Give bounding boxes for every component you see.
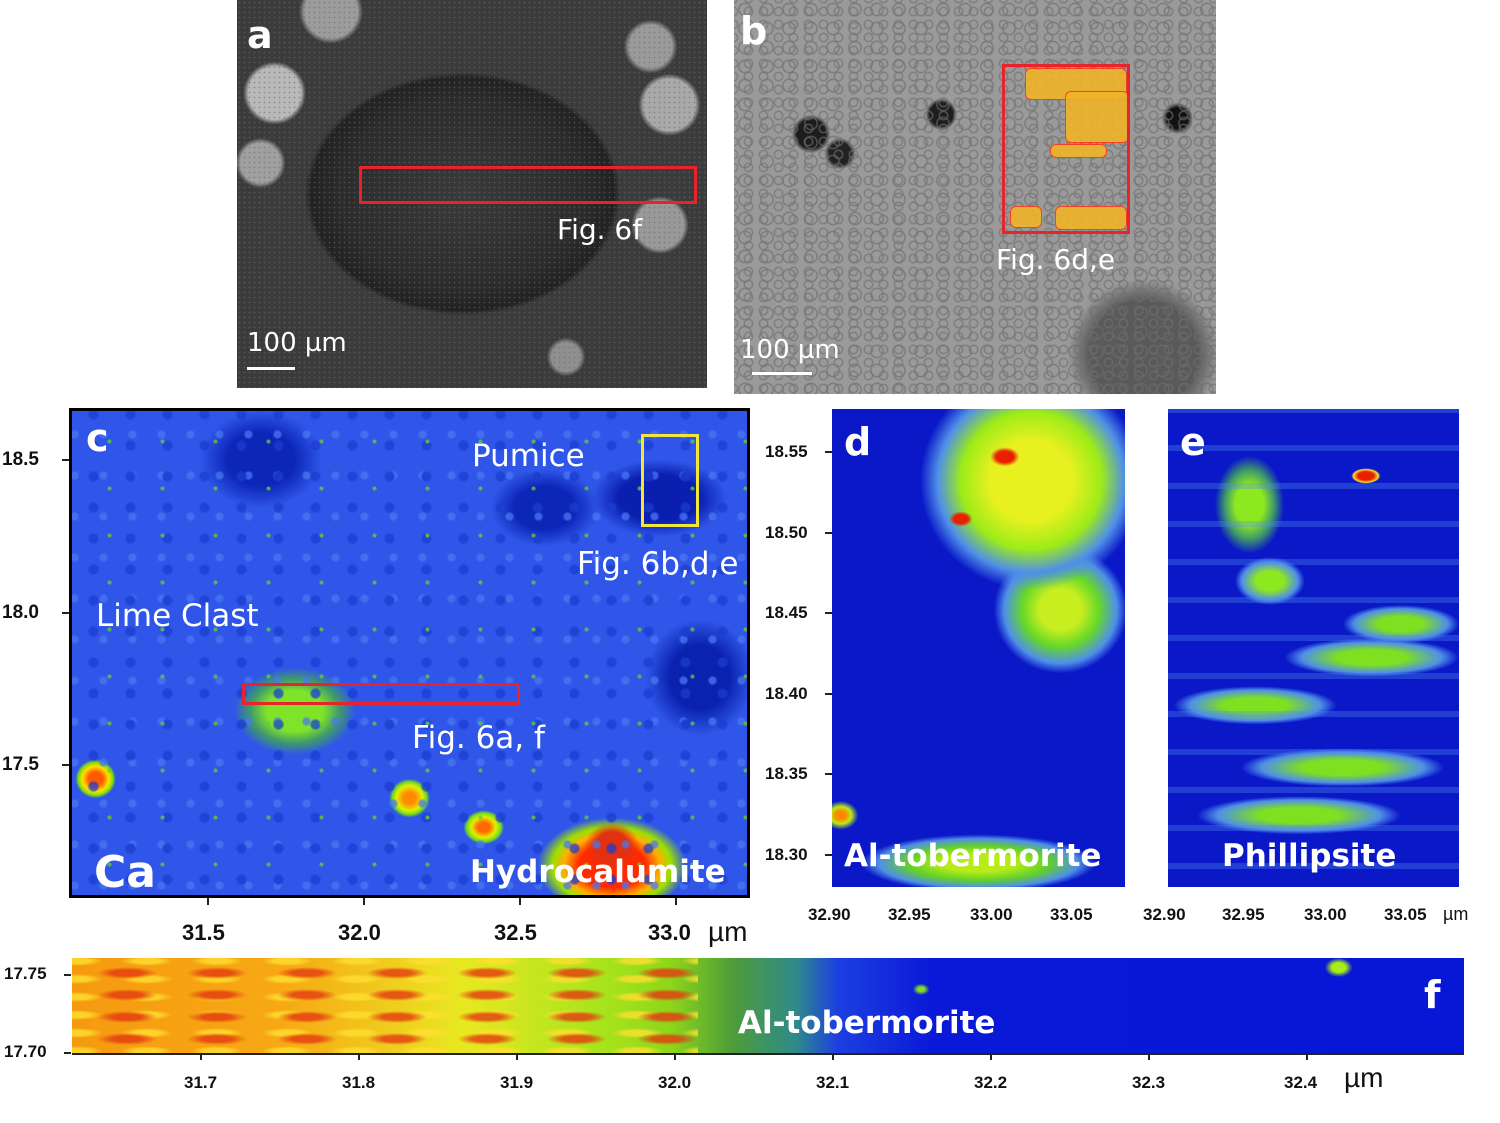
- panel-letter-f: f: [1424, 973, 1441, 1017]
- annotation-fig6de: Fig. 6d,e: [996, 243, 1116, 276]
- c-y-tick: 18.0: [2, 602, 39, 623]
- f-x-tick: 31.8: [342, 1073, 376, 1092]
- region-box-red: [242, 683, 520, 705]
- label-fig6af: Fig. 6a, f: [412, 720, 545, 756]
- sem-image-a: a Fig. 6f 100 µm: [237, 0, 707, 388]
- sem-texture: [237, 0, 707, 388]
- annotation-fig6f: Fig. 6f: [557, 213, 643, 246]
- c-x-unit: µm: [708, 916, 748, 947]
- d-y-tick: 18.35: [765, 764, 808, 783]
- c-x-tick: 32.5: [494, 920, 537, 945]
- panel-letter-c: c: [86, 416, 109, 460]
- f-x-tick: 32.4: [1284, 1073, 1318, 1092]
- phillipsite-map-e: e Phillipsite: [1168, 409, 1459, 887]
- f-y-tick: 17.70: [4, 1042, 47, 1061]
- e-x-unit: µm: [1443, 904, 1469, 924]
- d-y-tick: 18.50: [765, 523, 808, 542]
- f-x-tick: 32.1: [816, 1073, 850, 1092]
- label-al-tobermorite: Al-tobermorite: [738, 1005, 996, 1041]
- c-x-tick: 31.5: [182, 920, 225, 945]
- map-texture: [72, 411, 747, 895]
- label-phillipsite: Phillipsite: [1222, 838, 1397, 874]
- al-tobermorite-map-d: d Al-tobermorite: [832, 409, 1125, 887]
- scale-bar: [752, 372, 812, 375]
- f-y-tick: 17.75: [4, 964, 47, 983]
- f-x-tick: 32.0: [658, 1073, 692, 1092]
- region-box-yellow: [641, 434, 699, 527]
- d-y-tick: 18.55: [765, 442, 808, 461]
- region-box-fig6de: [1002, 64, 1130, 234]
- e-x-tick: 32.95: [1222, 905, 1265, 924]
- map-texture: [72, 958, 699, 1053]
- d-x-tick: 32.90: [808, 905, 851, 924]
- sem-image-b: b Fig. 6d,e 100 µm: [734, 0, 1216, 394]
- f-x-tick: 32.3: [1132, 1073, 1166, 1092]
- al-tobermorite-map-f: f Al-tobermorite: [72, 958, 1464, 1055]
- scale-bar: [247, 367, 295, 370]
- d-x-tick: 32.95: [888, 905, 931, 924]
- e-x-tick: 32.90: [1143, 905, 1186, 924]
- f-x-unit: µm: [1344, 1062, 1384, 1093]
- label-lime-clast: Lime Clast: [96, 598, 259, 634]
- c-x-tick: 33.0: [648, 920, 691, 945]
- panel-letter-a: a: [247, 13, 273, 57]
- e-x-tick: 33.00: [1304, 905, 1347, 924]
- ca-map-c: c Pumice Fig. 6b,d,e Lime Clast Fig. 6a,…: [69, 408, 750, 898]
- d-y-tick: 18.45: [765, 603, 808, 622]
- label-hydrocalumite: Hydrocalumite: [470, 854, 726, 890]
- scale-bar-label: 100 µm: [247, 328, 347, 358]
- d-x-tick: 33.05: [1050, 905, 1093, 924]
- label-al-tobermorite: Al-tobermorite: [844, 838, 1102, 874]
- d-y-tick: 18.40: [765, 684, 808, 703]
- panel-letter-e: e: [1180, 420, 1206, 464]
- c-y-tick: 17.5: [2, 754, 39, 775]
- f-x-tick: 32.2: [974, 1073, 1008, 1092]
- f-x-tick: 31.9: [500, 1073, 534, 1092]
- f-x-tick: 31.7: [184, 1073, 218, 1092]
- label-element-ca: Ca: [94, 847, 156, 898]
- panel-letter-d: d: [844, 420, 872, 464]
- d-y-tick: 18.30: [765, 845, 808, 864]
- d-x-tick: 33.00: [970, 905, 1013, 924]
- c-y-tick: 18.5: [2, 449, 39, 470]
- highlight-overlay: [1005, 66, 1127, 230]
- e-x-tick: 33.05: [1384, 905, 1427, 924]
- region-box-fig6f: [359, 166, 697, 204]
- label-fig6bde: Fig. 6b,d,e: [577, 546, 739, 582]
- scale-bar-label: 100 µm: [740, 335, 840, 365]
- label-pumice: Pumice: [472, 438, 585, 474]
- sem-texture: [734, 0, 1216, 394]
- map-texture: [1168, 409, 1459, 887]
- panel-letter-b: b: [740, 9, 768, 53]
- c-x-tick: 32.0: [338, 920, 381, 945]
